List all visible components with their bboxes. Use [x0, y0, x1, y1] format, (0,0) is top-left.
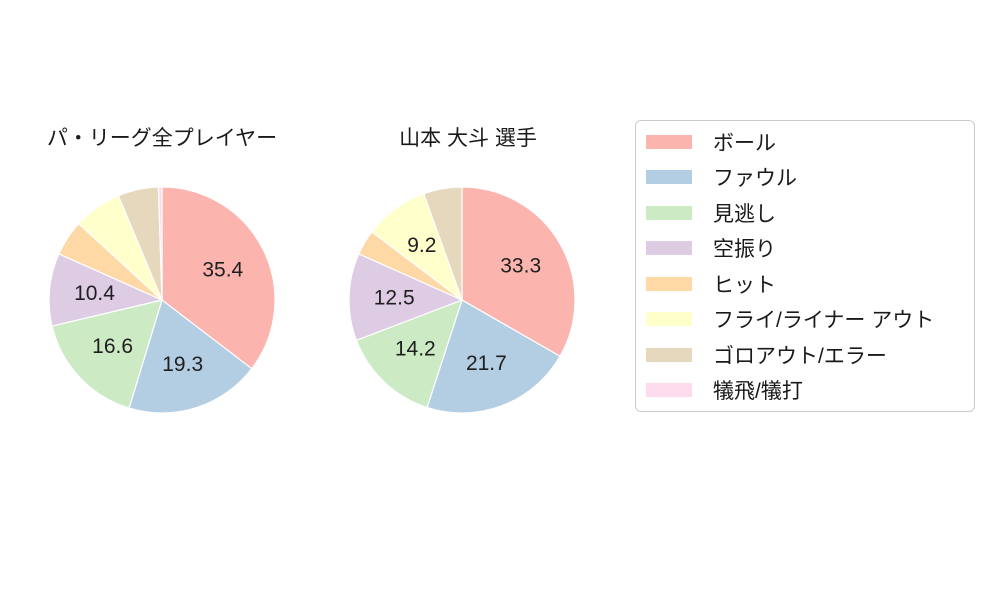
- pie-slice: [423, 186, 463, 301]
- legend-swatch: [646, 241, 692, 256]
- pie-slice: [461, 186, 576, 357]
- pie-slice-label: 10.4: [74, 282, 115, 305]
- pie-slice-label: 14.2: [395, 338, 436, 361]
- legend-item: ヒット: [636, 267, 974, 301]
- pie-chart-right: 山本 大斗 選手 33.3 21.7 14.2 12.5 9.2: [332, 0, 592, 440]
- legend-item: ボール: [636, 125, 974, 159]
- pie-slice-label: 9.2: [407, 234, 436, 257]
- legend-item: ファウル: [636, 160, 974, 194]
- pie-slice: [51, 299, 163, 409]
- legend-item: 見逃し: [636, 196, 974, 230]
- legend-item: フライ/ライナー アウト: [636, 302, 974, 336]
- chart-title-left: パ・リーグ全プレイヤー: [46, 127, 278, 150]
- pie-slice: [128, 299, 253, 414]
- legend-label: 見逃し: [713, 202, 776, 226]
- pie-slice-label: 19.3: [162, 353, 203, 376]
- pie-slice: [48, 253, 163, 327]
- legend-label: ファウル: [713, 167, 797, 191]
- legend: ボールファウル見逃し空振りヒットフライ/ライナー アウト ゴロアウト/エラー 犠飛/…: [635, 120, 975, 412]
- pie-chart-left: パ・リーグ全プレイヤー 35.4 19.3 16.6 10.4: [32, 0, 292, 440]
- legend-swatch: [646, 170, 692, 185]
- pie-slice-label: 12.5: [374, 287, 415, 310]
- legend-item: 犠飛/犠打: [636, 373, 974, 407]
- legend-swatch: [646, 134, 692, 149]
- pie-slice: [161, 186, 276, 370]
- legend-label: 犠飛/犠打: [713, 380, 803, 404]
- legend-label: ヒット: [713, 273, 776, 297]
- pie-left: 35.4 19.3 16.6 10.4: [48, 186, 276, 414]
- chart-title-right: 山本 大斗 選手: [399, 127, 537, 150]
- pie-slice: [157, 186, 163, 301]
- legend-swatch: [646, 312, 692, 327]
- legend-swatch: [646, 205, 692, 220]
- pie-slice: [355, 299, 463, 409]
- pie-slice-label: 35.4: [202, 259, 243, 282]
- legend-label: ボール: [713, 131, 776, 155]
- pie-slice: [426, 299, 561, 414]
- legend-label: 空振り: [713, 238, 776, 262]
- legend-label: ゴロアウト/エラー: [713, 344, 887, 368]
- legend-item: 空振り: [636, 231, 974, 265]
- legend-label: フライ/ライナー アウト: [713, 309, 935, 333]
- pie-slice-label: 33.3: [500, 255, 541, 278]
- pie-slice-label: 21.7: [466, 352, 507, 375]
- legend-item: ゴロアウト/エラー: [636, 338, 974, 372]
- legend-swatch: [646, 383, 692, 398]
- pie-right: 33.3 21.7 14.2 12.5 9.2: [348, 186, 576, 414]
- legend-swatch: [646, 347, 692, 362]
- pie-slice: [348, 253, 463, 341]
- legend-swatch: [646, 276, 692, 291]
- pie-slice-label: 16.6: [92, 335, 133, 358]
